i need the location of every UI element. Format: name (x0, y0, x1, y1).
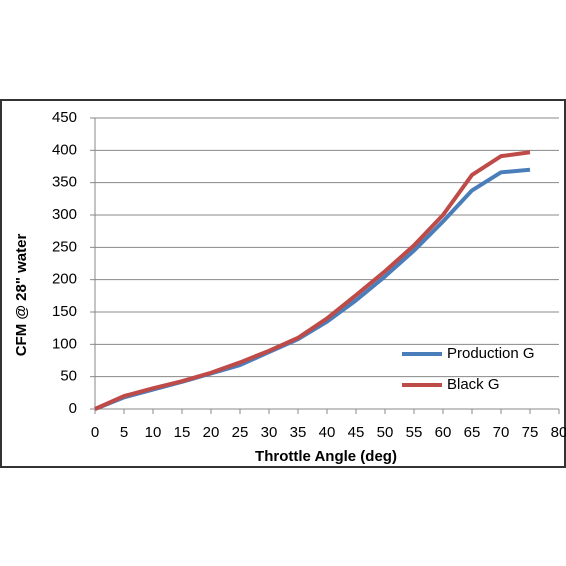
y-tick-label: 0 (69, 400, 77, 417)
x-tick-label: 65 (464, 424, 481, 441)
x-tick-label: 35 (290, 424, 307, 441)
y-tick-label: 50 (60, 368, 77, 385)
y-tick-label: 350 (52, 174, 77, 191)
x-axis-title: Throttle Angle (deg) (255, 448, 397, 465)
chart-frame (0, 99, 566, 468)
y-tick-label: 100 (52, 335, 77, 352)
x-tick-label: 50 (377, 424, 394, 441)
x-tick-label: 40 (319, 424, 336, 441)
y-tick-label: 400 (52, 141, 77, 158)
x-tick-label: 30 (261, 424, 278, 441)
x-tick-label: 70 (493, 424, 510, 441)
x-tick-label: 0 (91, 424, 99, 441)
y-tick-label: 200 (52, 271, 77, 288)
x-tick-label: 10 (145, 424, 162, 441)
x-tick-label: 15 (174, 424, 191, 441)
x-tick-label: 60 (435, 424, 452, 441)
y-axis-title: CFM @ 28" water (13, 234, 30, 357)
x-tick-label: 80 (551, 424, 566, 441)
x-tick-label: 75 (522, 424, 539, 441)
y-tick-label: 450 (52, 109, 77, 126)
x-tick-label: 55 (406, 424, 423, 441)
legend-label: Production G (447, 345, 535, 362)
x-tick-label: 25 (232, 424, 249, 441)
series-line (94, 150, 531, 411)
x-tick-label: 20 (203, 424, 220, 441)
y-tick-label: 150 (52, 303, 77, 320)
y-tick-label: 250 (52, 238, 77, 255)
x-tick-label: 5 (120, 424, 128, 441)
y-tick-label: 300 (52, 206, 77, 223)
x-tick-label: 45 (348, 424, 365, 441)
legend-label: Black G (447, 376, 500, 393)
